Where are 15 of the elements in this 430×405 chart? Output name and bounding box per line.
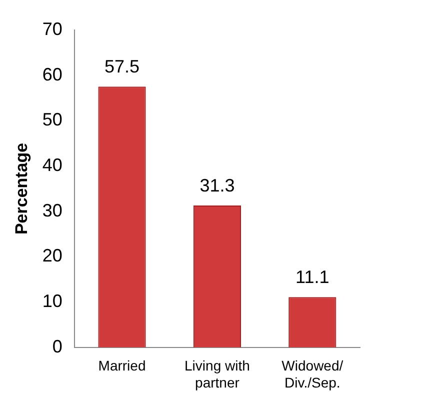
data-label: 57.5	[104, 56, 140, 77]
x-tick-label: Living with partner	[184, 358, 250, 390]
y-tick-label: 70	[42, 18, 62, 39]
x-tick-label: Widowed/ Div./Sep.	[282, 358, 344, 390]
y-tick-label: 10	[42, 291, 62, 312]
data-label: 11.1	[296, 267, 330, 288]
y-tick-label: 30	[42, 200, 62, 220]
x-tick-label: Married	[98, 358, 146, 374]
y-tick-label: 40	[42, 154, 62, 175]
data-label: 31.3	[200, 175, 235, 196]
y-tick-label: 50	[42, 110, 62, 130]
y-tick-label: 60	[42, 64, 62, 84]
y-tick-label: 0	[52, 336, 62, 356]
y-axis-title: Percentage	[12, 142, 31, 235]
y-tick-label: 20	[42, 246, 62, 266]
